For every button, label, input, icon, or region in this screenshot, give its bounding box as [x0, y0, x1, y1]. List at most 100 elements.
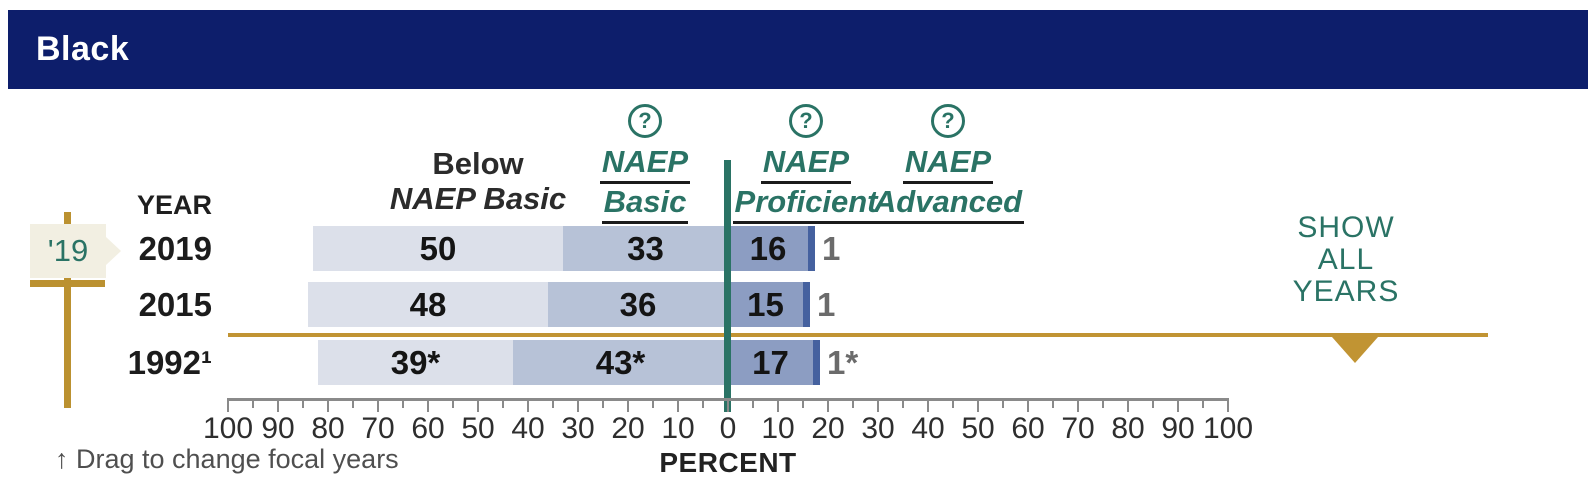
- header-link-line[interactable]: Proficient: [706, 184, 906, 224]
- x-axis-tick-label: 70: [1061, 412, 1095, 445]
- x-axis-tick: [1202, 398, 1204, 408]
- group-title-bar: Black: [8, 10, 1588, 89]
- x-axis-tick-label: 0: [719, 412, 737, 445]
- x-axis-tick: [852, 398, 854, 408]
- focal-year-separator-line: [228, 333, 1488, 337]
- help-icon[interactable]: ?: [628, 104, 662, 138]
- year-label: 2015: [138, 286, 212, 323]
- x-axis-tick: [1052, 398, 1054, 408]
- x-axis-tick: [902, 398, 904, 408]
- x-axis-tick-label: 10: [661, 412, 695, 445]
- x-axis-tick: [1177, 398, 1179, 412]
- flag-tip-icon: [106, 237, 121, 265]
- x-axis-tick-label: 90: [1161, 412, 1195, 445]
- x-axis-tick: [427, 398, 429, 412]
- header-below-naep-basic: Below NAEP Basic: [358, 146, 598, 216]
- x-axis-tick: [602, 398, 604, 408]
- x-axis-tick-label: 30: [861, 412, 895, 445]
- x-axis-tick-label: 100: [1202, 412, 1254, 445]
- header-below-line1: Below: [432, 146, 524, 181]
- x-axis-tick: [327, 398, 329, 412]
- bar-row-2015: 2015 48 36 15 1: [0, 282, 1596, 327]
- x-axis-tick: [652, 398, 654, 408]
- bar-segment-basic: 33: [563, 226, 728, 271]
- bar-value-advanced: 1: [822, 230, 841, 267]
- flag-box[interactable]: '19: [30, 224, 106, 278]
- bar-segment-below-basic: 48: [308, 282, 548, 327]
- bar-value: 33: [627, 229, 664, 267]
- x-axis-tick: [1102, 398, 1104, 408]
- x-axis-title: PERCENT: [659, 447, 797, 478]
- x-axis-tick: [452, 398, 454, 408]
- x-axis-tick: [252, 398, 254, 408]
- x-axis-tick-label: 50: [461, 412, 495, 445]
- x-axis-tick: [377, 398, 379, 412]
- header-link-line[interactable]: NAEP: [706, 144, 906, 184]
- bar-value: 16: [749, 229, 787, 267]
- x-axis-tick-label: 70: [361, 412, 395, 445]
- drag-hint-text: ↑ Drag to change focal years: [55, 444, 399, 474]
- x-axis-tick: [352, 398, 354, 408]
- bar-segment-advanced: [808, 226, 815, 271]
- x-axis-tick: [502, 398, 504, 408]
- x-axis-tick-label: 40: [511, 412, 545, 445]
- zero-axis-line: [724, 160, 731, 412]
- x-axis-tick: [1227, 398, 1229, 412]
- x-axis-tick: [927, 398, 929, 412]
- header-link-line[interactable]: NAEP: [570, 144, 720, 184]
- x-axis-tick-label: 80: [311, 412, 345, 445]
- x-axis-tick: [577, 398, 579, 412]
- help-icon[interactable]: ?: [789, 104, 823, 138]
- x-axis-tick: [827, 398, 829, 412]
- header-link-line[interactable]: Advanced: [848, 184, 1048, 224]
- x-axis-tick-label: 90: [261, 412, 295, 445]
- bar-segment-below-basic: 50: [313, 226, 563, 271]
- x-axis-tick: [1002, 398, 1004, 408]
- show-all-years-button[interactable]: SHOW ALL YEARS: [1276, 212, 1416, 308]
- header-naep-advanced: ? NAEP Advanced: [848, 104, 1048, 224]
- help-icon[interactable]: ?: [931, 104, 965, 138]
- bar-segment-proficient: 15: [728, 282, 803, 327]
- x-axis-tick: [227, 398, 229, 412]
- bar-segment-advanced: [803, 282, 810, 327]
- year-label: 2019: [138, 230, 212, 267]
- focal-year-label: '19: [47, 233, 89, 268]
- bar-value: 43*: [595, 343, 646, 381]
- x-axis-tick: [477, 398, 479, 412]
- x-axis-tick: [702, 398, 704, 408]
- bar-segment-proficient: 17: [728, 340, 813, 385]
- x-axis-tick: [302, 398, 304, 408]
- bar-value: 36: [619, 285, 657, 323]
- show-all-line: ALL: [1317, 243, 1375, 276]
- header-link-line[interactable]: Basic: [570, 184, 720, 224]
- header-naep-basic: ? NAEP Basic: [570, 104, 720, 224]
- x-axis-tick: [277, 398, 279, 412]
- x-axis-tick: [1077, 398, 1079, 412]
- show-all-line: SHOW: [1297, 211, 1395, 244]
- show-all-line: YEARS: [1292, 275, 1400, 308]
- x-axis-tick: [802, 398, 804, 408]
- x-axis-tick: [727, 398, 729, 412]
- bar-segment-proficient: 16: [728, 226, 808, 271]
- x-axis-tick: [677, 398, 679, 412]
- bar-value: 50: [419, 229, 457, 267]
- x-axis-tick-label: 60: [411, 412, 445, 445]
- header-naep-proficient: ? NAEP Proficient: [706, 104, 906, 224]
- year-column-header: YEAR: [136, 190, 212, 220]
- x-axis-tick-label: 20: [811, 412, 845, 445]
- header-link-line[interactable]: NAEP: [848, 144, 1048, 184]
- bar-value: 15: [747, 285, 784, 323]
- x-axis-tick: [527, 398, 529, 412]
- x-axis-tick-label: 100: [202, 412, 254, 445]
- bar-segment-basic: 43*: [513, 340, 728, 385]
- x-axis-tick: [752, 398, 754, 408]
- show-all-years-triangle-icon[interactable]: [1332, 337, 1378, 363]
- header-below-line2: NAEP Basic: [389, 181, 567, 216]
- bar-value: 17: [752, 343, 789, 381]
- x-axis-tick: [777, 398, 779, 412]
- x-axis-tick-label: 20: [611, 412, 645, 445]
- x-axis-tick: [627, 398, 629, 412]
- x-axis-tick: [1127, 398, 1129, 412]
- flag-pole[interactable]: [64, 212, 71, 408]
